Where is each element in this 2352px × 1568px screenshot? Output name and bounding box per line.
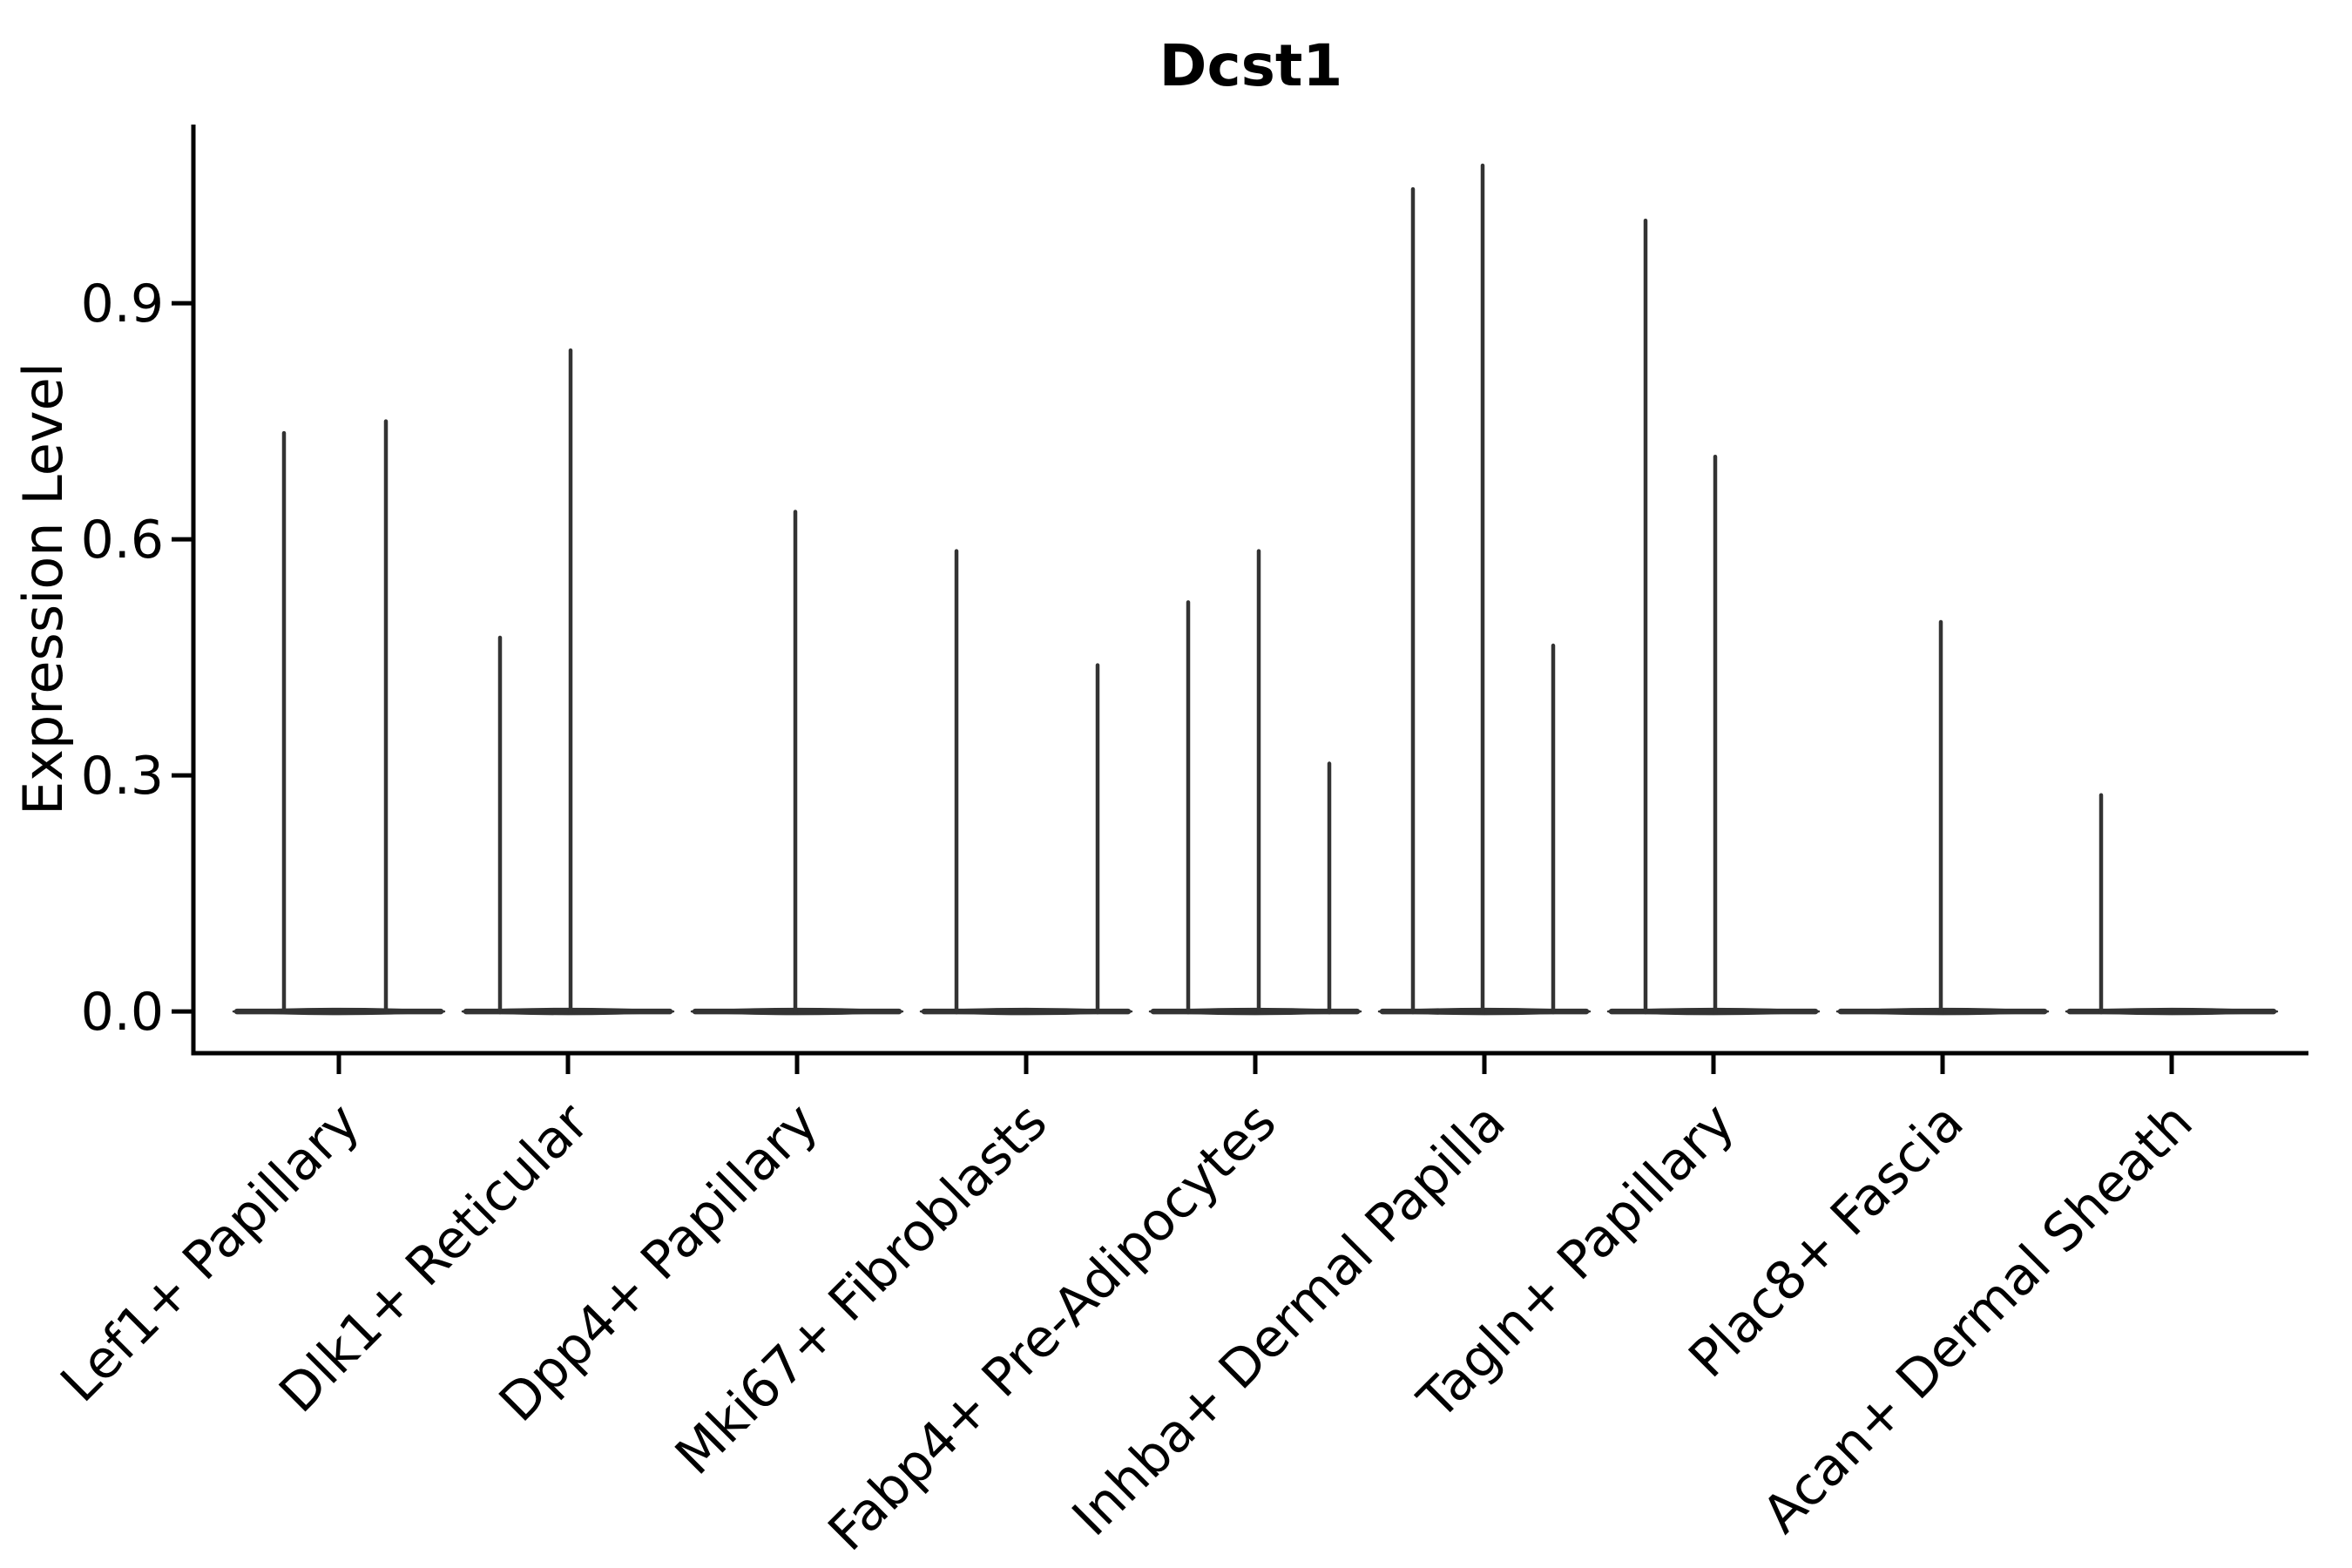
violin-6 (1377, 163, 1592, 1016)
violin-2 (461, 348, 675, 1016)
y-tick-label: 0.9 (81, 274, 164, 335)
violin-4 (919, 549, 1133, 1016)
y-ticks-group: 0.0 0.3 0.6 0.9 (81, 274, 193, 1043)
x-category-label: Fabp4+ Pre-Adipocytes (817, 1092, 1288, 1563)
violins-group (232, 163, 2279, 1016)
y-tick-label: 0.3 (81, 746, 164, 807)
y-tick-label: 0.6 (81, 510, 164, 571)
violin-7 (1606, 218, 1821, 1016)
x-category-label: Inhba+ Dermal Papilla (1061, 1092, 1517, 1548)
violin-3 (690, 510, 904, 1016)
x-category-label: Mki67+ Fibroblasts (664, 1092, 1059, 1487)
violin-1 (232, 419, 446, 1016)
y-axis-label: Expression Level (11, 362, 75, 815)
violin-9 (2065, 793, 2279, 1016)
chart-title: Dcst1 (1159, 32, 1343, 99)
violin-8 (1835, 619, 2050, 1016)
axes-group (191, 125, 2308, 1056)
violin-5 (1148, 549, 1362, 1016)
x-category-label: Acan+ Dermal Sheath (1751, 1092, 2205, 1545)
y-tick-label: 0.0 (81, 982, 164, 1043)
